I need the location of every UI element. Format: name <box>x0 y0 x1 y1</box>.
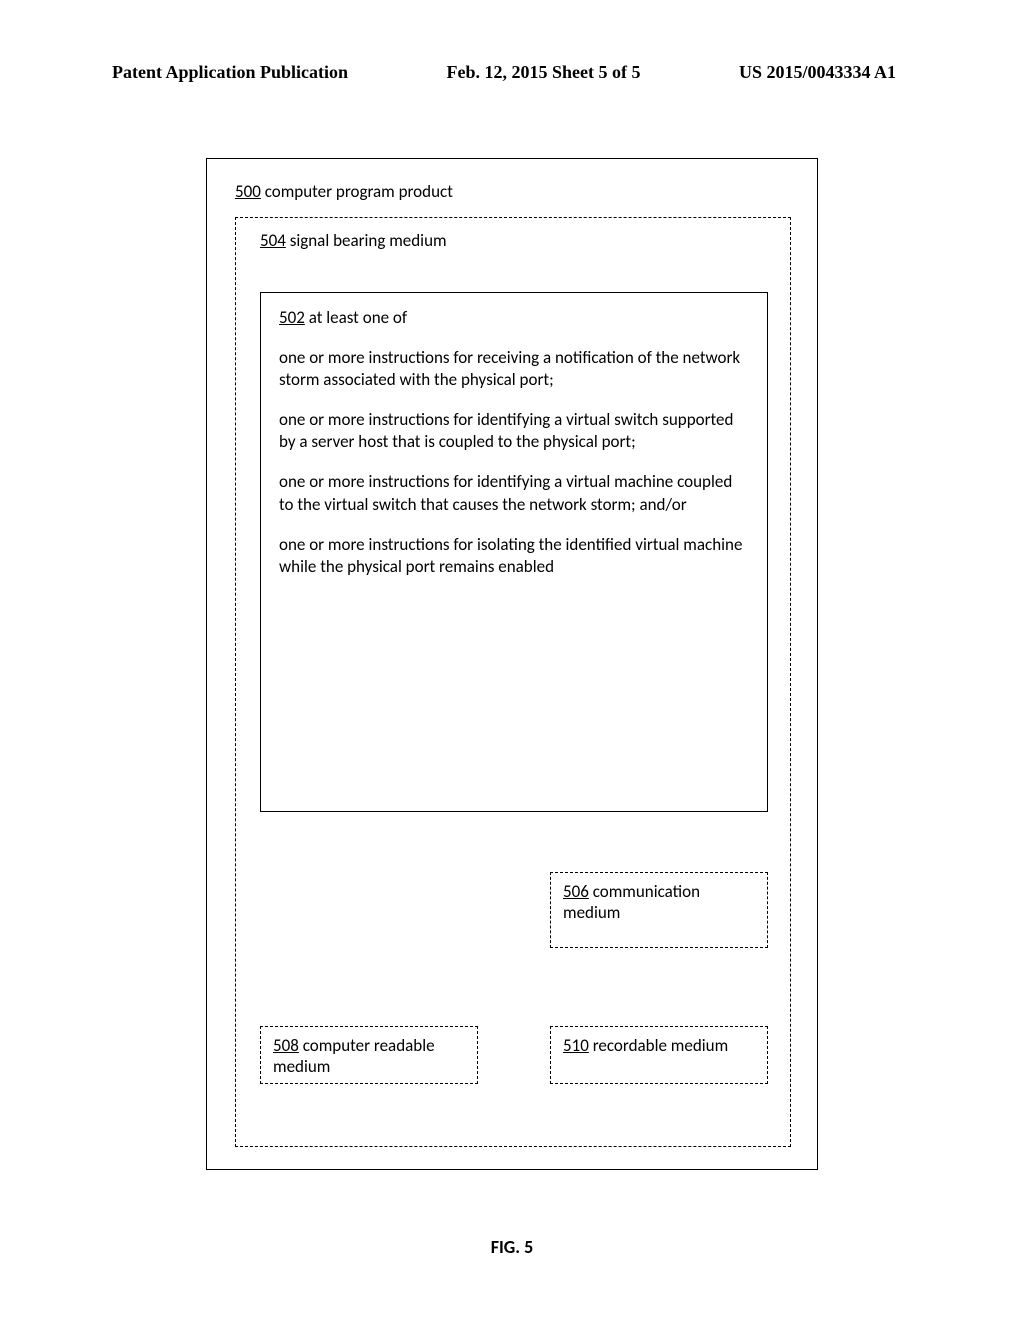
ref-508: 508 <box>273 1035 299 1056</box>
header-right: US 2015/0043334 A1 <box>739 62 896 83</box>
ref-504: 504 <box>260 230 286 251</box>
text-504: signal bearing medium <box>286 230 447 251</box>
ref-506: 506 <box>563 881 589 902</box>
instruction-1: one or more instructions for receiving a… <box>279 347 749 391</box>
instruction-4: one or more instructions for isolating t… <box>279 534 749 578</box>
box-500: 500 computer program product 504 signal … <box>206 158 818 1170</box>
ref-500: 500 <box>235 181 261 202</box>
box-504: 504 signal bearing medium 502 at least o… <box>235 217 791 1147</box>
text-502: at least one of <box>305 307 407 328</box>
box-502: 502 at least one of one or more instruct… <box>260 292 768 812</box>
text-500: computer program product <box>261 181 453 202</box>
ref-510: 510 <box>563 1035 589 1056</box>
box-510: 510 recordable medium <box>550 1026 768 1084</box>
header-center: Feb. 12, 2015 Sheet 5 of 5 <box>447 62 641 83</box>
instruction-3: one or more instructions for identifying… <box>279 471 749 515</box>
header-left: Patent Application Publication <box>112 62 348 83</box>
page-header: Patent Application Publication Feb. 12, … <box>0 62 1024 83</box>
label-504: 504 signal bearing medium <box>260 230 447 252</box>
box-506: 506 communication medium <box>550 872 768 948</box>
figure-label: FIG. 5 <box>0 1236 1024 1258</box>
ref-502: 502 <box>279 307 305 328</box>
box-508: 508 computer readable medium <box>260 1026 478 1084</box>
text-510: recordable medium <box>589 1035 728 1056</box>
label-500: 500 computer program product <box>235 181 453 202</box>
instruction-2: one or more instructions for identifying… <box>279 409 749 453</box>
label-502: 502 at least one of <box>279 307 749 329</box>
